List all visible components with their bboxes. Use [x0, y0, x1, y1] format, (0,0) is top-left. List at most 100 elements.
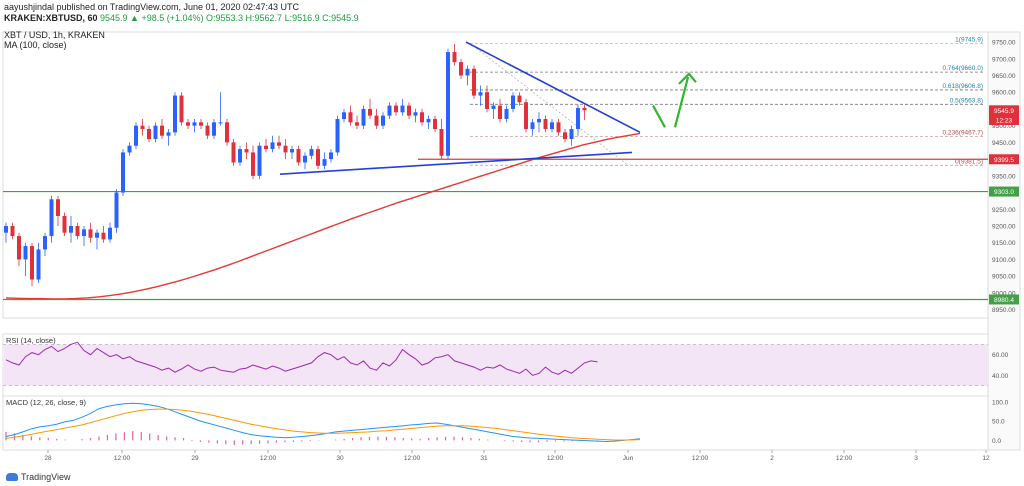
price-tag [989, 154, 1019, 165]
candle-body [88, 229, 93, 238]
candle-body [231, 142, 236, 163]
fib-diagonal [469, 43, 629, 166]
macd-title: MACD (12, 26, close, 9) [6, 398, 87, 407]
descending-trend-line [465, 41, 641, 134]
candle-body [205, 125, 210, 136]
candle-body [257, 145, 262, 176]
candle-body [166, 132, 171, 136]
candle-body [361, 108, 366, 126]
candle-body [368, 108, 372, 116]
fib-level-label: 0(9381.5) [955, 158, 983, 165]
tradingview-logo: TradingView [6, 472, 71, 482]
candle-body [394, 105, 398, 113]
candle-body [498, 105, 502, 119]
candle-body [524, 102, 528, 130]
candle-body [426, 118, 431, 123]
candle-body [511, 95, 515, 109]
fib-level-label: 0.5(9563.8) [950, 97, 983, 104]
price-tick-label: 9000.00 [992, 290, 1016, 297]
projection-up-arrow [673, 76, 690, 128]
candle-body [244, 149, 249, 153]
candle-body [186, 122, 190, 126]
candle-body [582, 107, 587, 111]
rsi-line [5, 341, 598, 376]
candle-body [121, 152, 125, 193]
candle-body [290, 149, 294, 153]
candle-body [413, 112, 418, 116]
candle-body [36, 249, 41, 280]
price-tick-label: 9200.00 [992, 224, 1016, 231]
candle-body [17, 236, 21, 260]
candle-body [530, 122, 535, 130]
price-tick-label: 9350.00 [992, 173, 1016, 180]
price-tag-label: 9303.0 [994, 189, 1014, 196]
candle-body [543, 118, 548, 130]
time-tick-label: 12:00 [114, 455, 131, 462]
time-tick-label: 12:00 [692, 455, 709, 462]
price-tag-label: 8980.4 [994, 297, 1014, 304]
projection-down-arrow [652, 105, 666, 128]
candle-body [212, 122, 216, 136]
candle-body [101, 232, 106, 240]
candle-body [322, 159, 327, 166]
candle-body [140, 125, 145, 130]
candle-body [491, 105, 496, 109]
candle-body [238, 149, 242, 163]
candle-body [381, 115, 385, 126]
candle-body [342, 112, 346, 119]
candle-body [569, 129, 574, 140]
price-tick-label: 9700.00 [992, 56, 1016, 63]
candle-body [69, 226, 73, 233]
candle-body [49, 199, 54, 237]
candle-body [316, 149, 320, 166]
candle-body [556, 122, 561, 133]
macd-tick-label: 50.0 [992, 419, 1005, 426]
fib-level-label: 0.618(9606.8) [943, 83, 983, 90]
candle-body [478, 92, 483, 96]
candle-body [43, 236, 47, 250]
price-tick-label: 9250.00 [992, 207, 1016, 214]
price-tag [989, 186, 1019, 197]
time-tick-label: 29 [191, 455, 199, 462]
candle-body [134, 125, 138, 146]
time-tick-label: 31 [480, 455, 488, 462]
candle-body [472, 68, 476, 96]
candle-body [199, 122, 203, 126]
time-tick-label: 12:00 [836, 455, 853, 462]
time-tick-label: Jun [623, 455, 634, 462]
price-tick-label: 9100.00 [992, 257, 1016, 264]
brand-name: TradingView [21, 472, 71, 482]
rsi-band [4, 344, 987, 386]
arrow-head [678, 72, 697, 85]
candle-body [153, 125, 158, 140]
candle-body [30, 246, 34, 280]
price-tick-label: 9650.00 [992, 73, 1016, 80]
candle-body [459, 62, 463, 76]
price-tick-label: 9600.00 [992, 90, 1016, 97]
candle-body [465, 68, 470, 76]
price-pane [2, 31, 989, 319]
chart-title: XBT / USD, 1h, KRAKEN [4, 30, 105, 40]
symbol-ohlc-line: KRAKEN:XBTUSD, 60 9545.9 ▲ +98.5 (+1.04%… [4, 13, 359, 23]
symbol-label: KRAKEN:XBTUSD, 60 [4, 13, 98, 23]
candle-body [10, 226, 15, 237]
candle-body [446, 52, 450, 156]
candle-body [329, 152, 333, 160]
candle-body [335, 118, 340, 153]
candle-body [387, 105, 392, 116]
price-tag-label: 9399.5 [994, 157, 1014, 164]
price-tag [989, 294, 1019, 305]
candle-body [407, 105, 411, 116]
macd-line [5, 402, 641, 443]
macd-tick-label: 0.0 [992, 438, 1001, 445]
price-tag [989, 105, 1019, 116]
macd-tick-label: 100.0 [992, 399, 1009, 406]
candle-body [82, 229, 86, 237]
candle-body [309, 149, 314, 156]
candle-body [517, 95, 522, 103]
candle-body [563, 132, 567, 140]
time-tick-label: 12:00 [404, 455, 421, 462]
fib-level-label: 0.764(9660.0) [943, 65, 983, 72]
candle-body [108, 227, 112, 240]
